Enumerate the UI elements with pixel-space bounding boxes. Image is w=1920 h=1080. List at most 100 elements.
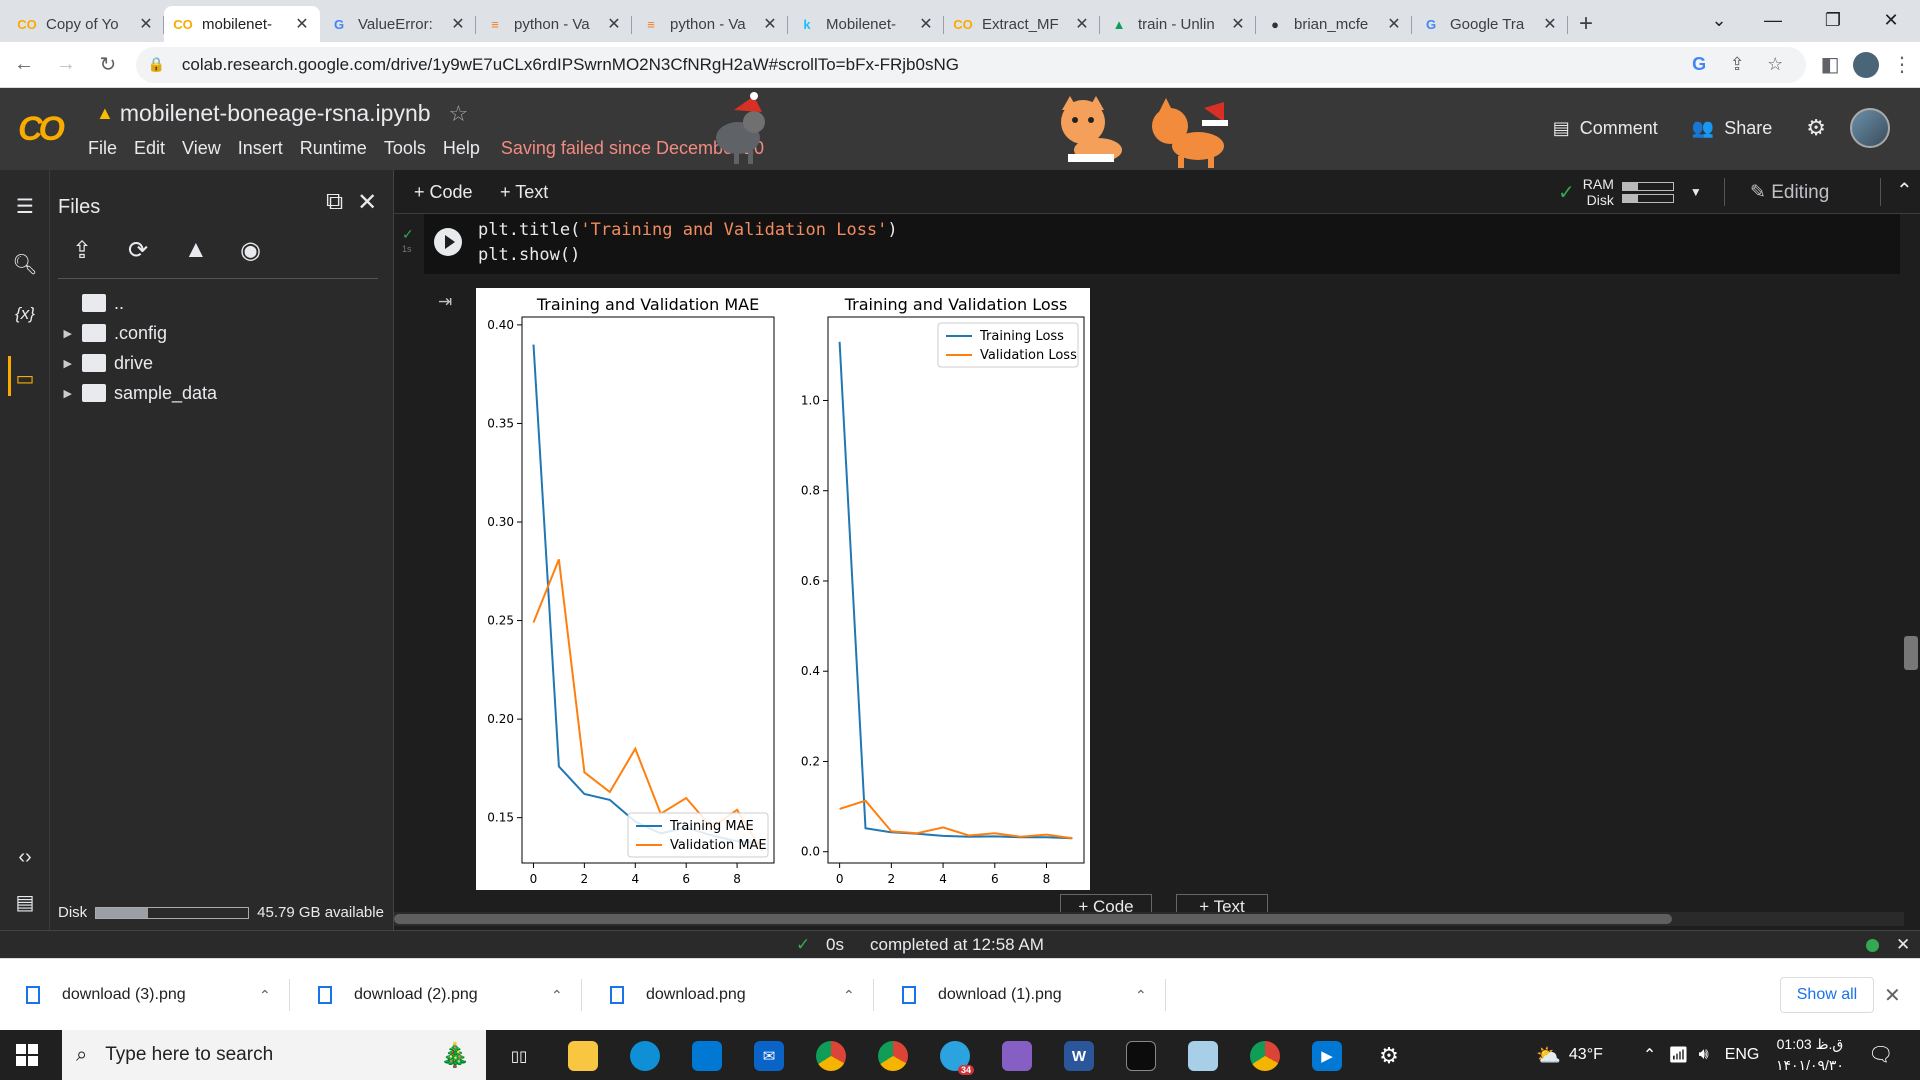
- tab-close-icon[interactable]: ✕: [763, 16, 777, 33]
- bookmark-star-icon[interactable]: ☆: [1767, 54, 1784, 74]
- expand-arrow-icon[interactable]: ▶: [63, 357, 72, 370]
- terminal-icon[interactable]: ▤: [15, 892, 35, 914]
- menu-tools[interactable]: Tools: [383, 138, 426, 158]
- windows-start-icon[interactable]: [16, 1044, 38, 1066]
- url-text[interactable]: colab.research.google.com/drive/1y9wE7uC…: [181, 54, 959, 74]
- tab-close-icon[interactable]: ✕: [1231, 16, 1245, 33]
- open-in-tab-icon[interactable]: ⧉: [326, 188, 344, 215]
- tab-close-icon[interactable]: ✕: [919, 16, 933, 33]
- telegram-icon[interactable]: 34: [940, 1041, 974, 1075]
- new-tab-icon[interactable]: +: [1578, 10, 1593, 37]
- colab-logo[interactable]: CO: [18, 110, 65, 148]
- file-tree-item[interactable]: ▶ sample_data: [50, 378, 218, 408]
- language-indicator[interactable]: ENG: [1724, 1046, 1760, 1063]
- settings-button[interactable]: ⚙: [1806, 115, 1826, 141]
- browser-tab-0[interactable]: CO Copy of Yo ✕: [8, 6, 164, 42]
- folder-icon[interactable]: ▭: [15, 368, 35, 390]
- back-icon[interactable]: ←: [13, 53, 34, 75]
- status-duration[interactable]: 0s: [826, 935, 844, 954]
- tray-chevron-icon[interactable]: ⌃: [1642, 1047, 1657, 1064]
- browser-tab-3[interactable]: ≡ python - Va ✕: [476, 6, 632, 42]
- output-actions-icon[interactable]: ⇥: [438, 292, 453, 311]
- code-cell[interactable]: [424, 214, 1900, 274]
- wifi-icon[interactable]: 📶︎: [1668, 1047, 1689, 1064]
- save-warning[interactable]: Saving failed since December 20: [500, 138, 765, 158]
- side-panel-icon[interactable]: ◧: [1820, 54, 1840, 76]
- reload-icon[interactable]: ↻: [99, 54, 117, 76]
- close-panel-icon[interactable]: ✕: [357, 189, 378, 216]
- menu-view[interactable]: View: [182, 138, 221, 158]
- close-window-icon[interactable]: ✕: [1883, 9, 1899, 30]
- visual-studio-icon[interactable]: [1002, 1041, 1032, 1071]
- media-app-icon[interactable]: ▶: [1312, 1041, 1342, 1071]
- taskbar-clock[interactable]: 01:03 ق.ظ ۱۴۰۱/۰۹/۳۰: [1776, 1034, 1844, 1076]
- weather-icon[interactable]: ⛅: [1536, 1044, 1561, 1067]
- add-code-button[interactable]: + Code: [414, 182, 473, 202]
- star-icon[interactable]: ☆: [448, 100, 469, 126]
- browser-tab-8[interactable]: ● brian_mcfe ✕: [1256, 6, 1412, 42]
- editing-mode-button[interactable]: ✎ Editing: [1750, 181, 1829, 204]
- download-item[interactable]: download (2).png ⌃: [292, 979, 582, 1011]
- notes-app-icon[interactable]: [1188, 1041, 1218, 1071]
- search-icon[interactable]: 🔍︎: [12, 254, 38, 276]
- upload-file-icon[interactable]: ⇪: [72, 237, 93, 264]
- download-options-chevron-icon[interactable]: ⌃: [1135, 986, 1147, 1003]
- notifications-icon[interactable]: 🗨︎: [1868, 1044, 1894, 1066]
- code-editor[interactable]: plt.title('Training and Validation Loss'…: [478, 218, 898, 268]
- mount-drive-icon[interactable]: ▲: [184, 236, 208, 263]
- forward-icon[interactable]: →: [55, 53, 76, 75]
- file-tree-item[interactable]: ▶ drive: [50, 348, 217, 378]
- minimize-icon[interactable]: —: [1764, 9, 1782, 30]
- download-item[interactable]: download.png ⌃: [584, 979, 874, 1011]
- notebook-title[interactable]: ▲ mobilenet-boneage-rsna.ipynb ☆: [96, 100, 468, 127]
- browser-tab-1[interactable]: CO mobilenet- ✕: [164, 6, 320, 42]
- tab-close-icon[interactable]: ✕: [1075, 16, 1089, 33]
- lock-icon[interactable]: 🔒: [147, 56, 166, 72]
- expand-arrow-icon[interactable]: ▶: [63, 387, 72, 400]
- collapse-header-icon[interactable]: ⌃: [1896, 180, 1913, 202]
- edge-icon[interactable]: [630, 1041, 660, 1071]
- file-tree-item[interactable]: ▶ .config: [50, 318, 217, 348]
- download-options-chevron-icon[interactable]: ⌃: [259, 986, 271, 1003]
- close-status-icon[interactable]: ✕: [1896, 935, 1911, 954]
- task-view-icon[interactable]: ▯▯: [510, 1048, 528, 1065]
- profile-avatar[interactable]: [1848, 46, 1884, 84]
- download-options-chevron-icon[interactable]: ⌃: [551, 986, 563, 1003]
- menu-runtime[interactable]: Runtime: [299, 138, 367, 158]
- show-all-button[interactable]: Show all: [1780, 977, 1874, 1013]
- tab-search-icon[interactable]: ⌄: [1711, 9, 1727, 30]
- expand-arrow-icon[interactable]: ▶: [63, 327, 72, 340]
- download-options-chevron-icon[interactable]: ⌃: [843, 986, 855, 1003]
- menu-help[interactable]: Help: [442, 138, 480, 158]
- notebook-title-text[interactable]: mobilenet-boneage-rsna.ipynb: [119, 100, 431, 126]
- table-of-contents-icon[interactable]: ☰: [16, 196, 34, 218]
- weather-temp[interactable]: 43°F: [1568, 1046, 1603, 1063]
- download-item[interactable]: download (3).png ⌃: [0, 979, 290, 1011]
- chrome-profile-icon[interactable]: [878, 1041, 908, 1071]
- comment-button[interactable]: ▤ Comment: [1553, 118, 1658, 139]
- browser-menu-icon[interactable]: ⋮: [1892, 54, 1913, 76]
- share-button[interactable]: 👥 Share: [1692, 118, 1772, 139]
- terminal-app-icon[interactable]: [1126, 1041, 1156, 1071]
- browser-tab-6[interactable]: CO Extract_MF ✕: [944, 6, 1100, 42]
- browser-tab-4[interactable]: ≡ python - Va ✕: [632, 6, 788, 42]
- volume-icon[interactable]: 🔊︎: [1698, 1046, 1709, 1063]
- menu-edit[interactable]: Edit: [134, 138, 166, 158]
- address-bar[interactable]: 🔒 colab.research.google.com/drive/1y9wE7…: [135, 46, 1807, 83]
- menu-file[interactable]: File: [88, 138, 118, 158]
- download-item[interactable]: download (1).png ⌃: [876, 979, 1166, 1011]
- chrome-active-icon[interactable]: [1250, 1041, 1280, 1071]
- mail-icon[interactable]: ✉: [754, 1041, 784, 1071]
- share-page-icon[interactable]: ⇪: [1729, 54, 1745, 74]
- file-tree-item[interactable]: ..: [50, 288, 217, 318]
- settings-app-icon[interactable]: ⚙: [1379, 1043, 1399, 1068]
- resource-monitor[interactable]: ✓ RAM Disk ▼: [1558, 176, 1702, 208]
- browser-tab-7[interactable]: ▲ train - Unlin ✕: [1100, 6, 1256, 42]
- tab-close-icon[interactable]: ✕: [139, 16, 153, 33]
- browser-tab-9[interactable]: G Google Tra ✕: [1412, 6, 1568, 42]
- tab-close-icon[interactable]: ✕: [1543, 16, 1557, 33]
- tab-close-icon[interactable]: ✕: [451, 16, 465, 33]
- browser-tab-2[interactable]: G ValueError: ✕: [320, 6, 476, 42]
- word-icon[interactable]: W: [1064, 1041, 1094, 1071]
- browser-tab-5[interactable]: k Mobilenet- ✕: [788, 6, 944, 42]
